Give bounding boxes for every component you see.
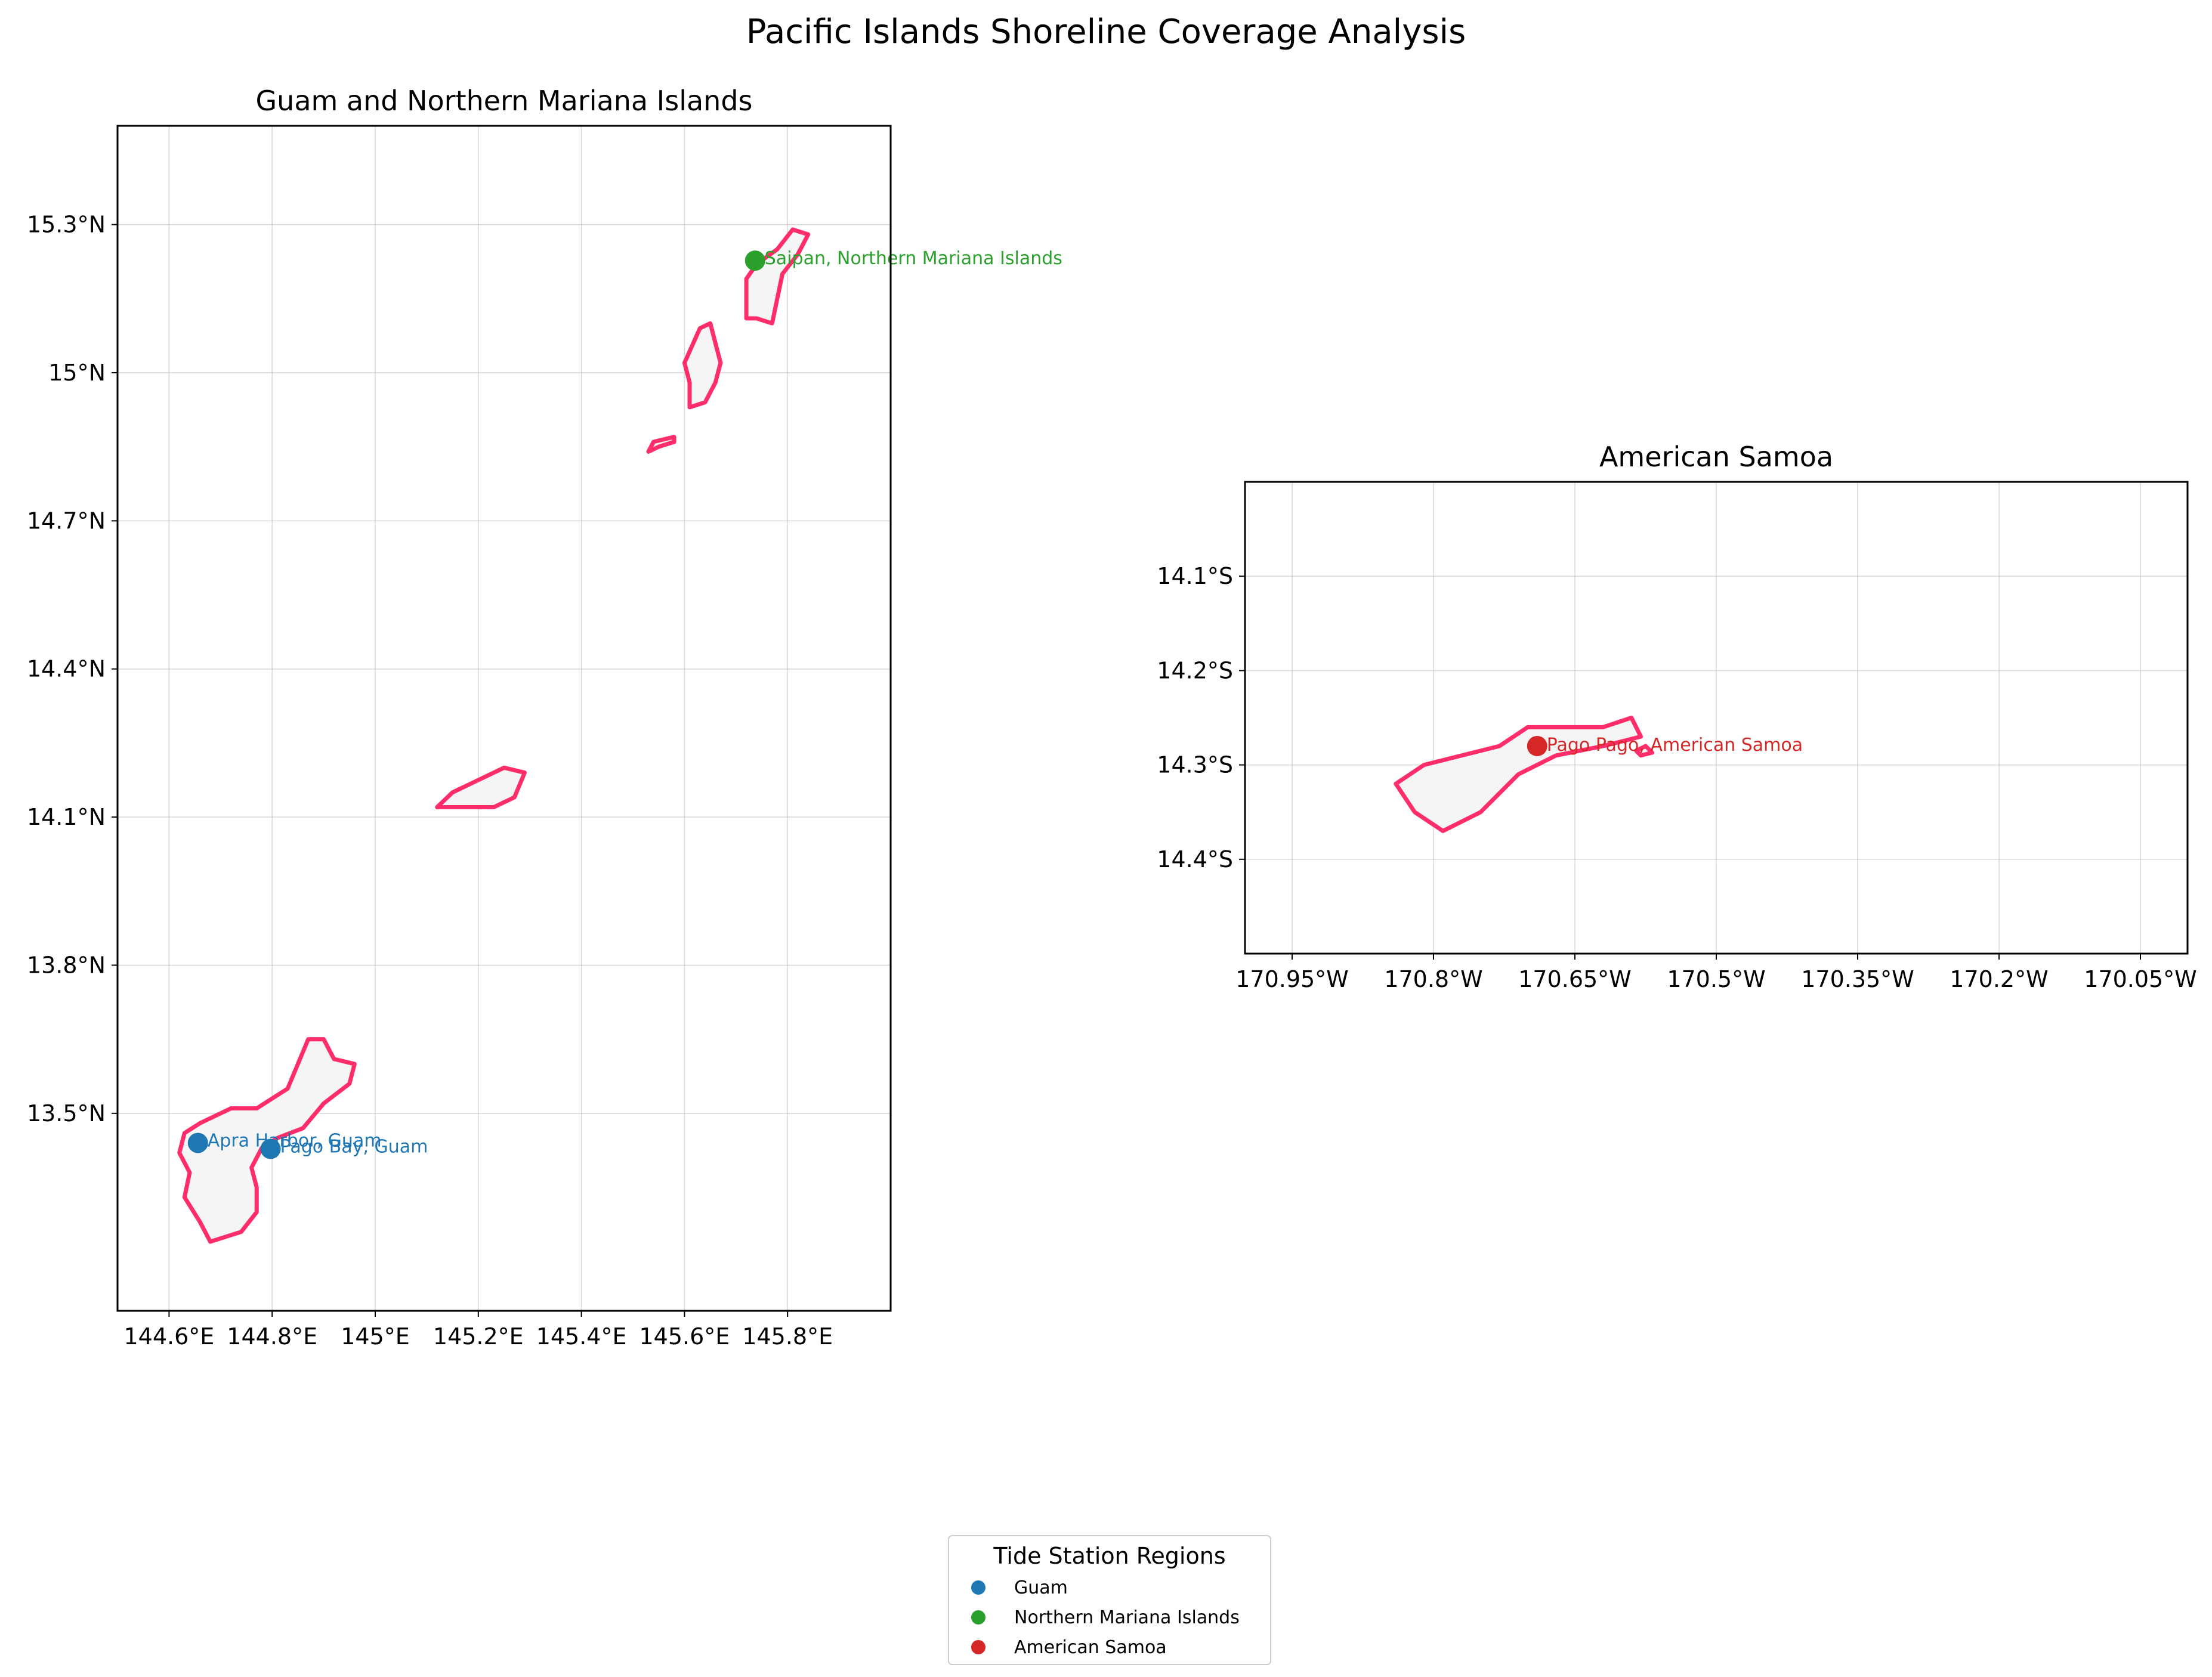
tide-station-marker[interactable]	[187, 1133, 208, 1153]
gridlines-left	[118, 126, 891, 1311]
tide-station-label: Saipan, Northern Mariana Islands	[765, 248, 1062, 269]
legend-marker	[971, 1610, 985, 1625]
y-tick-label: 14.4°S	[1157, 846, 1233, 872]
shoreline-coverage	[1634, 744, 1655, 758]
x-tick-label: 145.4°E	[536, 1323, 627, 1350]
y-tick-label: 15.3°N	[27, 212, 106, 238]
y-tick-label: 15°N	[48, 360, 106, 386]
y-tick-label: 14.1°S	[1157, 563, 1233, 589]
legend-items: Guam Northern Mariana Islands American Sam…	[971, 1577, 1240, 1658]
legend: Tide Station Regions Guam Northern Marian…	[948, 1535, 1271, 1665]
x-tick-label: 145.6°E	[639, 1323, 730, 1350]
map-title-american-samoa: American Samoa	[1599, 441, 1833, 473]
tide-station-marker[interactable]	[744, 250, 765, 271]
axis-ticks-right: 170.95°W 170.8°W 170.65°W 170.5°W 170.35°W 17…	[1157, 563, 2197, 992]
stations-right: Pago Pago, American Samoa	[1527, 735, 1803, 756]
map-title-guam-cnmi: Guam and Northern Mariana Islands	[256, 85, 753, 117]
tide-station-label: Apra Harbor, Guam	[208, 1131, 382, 1152]
x-tick-label: 145°E	[341, 1323, 410, 1350]
legend-label: American Samoa	[1014, 1637, 1167, 1658]
island-land	[435, 767, 526, 808]
y-tick-label: 14.7°N	[27, 508, 106, 534]
x-tick-label: 170.5°W	[1667, 966, 1765, 992]
y-tick-label: 14.4°N	[27, 656, 106, 682]
tide-station-label: Pago Bay, Guam	[280, 1136, 428, 1157]
y-tick-label: 13.5°N	[27, 1100, 106, 1127]
x-tick-label: 144.6°E	[124, 1323, 215, 1350]
x-tick-label: 170.2°W	[1950, 966, 2048, 992]
x-tick-label: 144.8°E	[227, 1323, 317, 1350]
y-tick-label: 13.8°N	[27, 952, 106, 978]
axes-frame-right	[1244, 481, 2189, 955]
tide-station-label: Pago Pago, American Samoa	[1547, 735, 1803, 756]
tide-station-marker[interactable]	[260, 1138, 281, 1159]
x-tick-label: 170.8°W	[1384, 966, 1482, 992]
map-panel-american-samoa: American Samoa 170.95°W 170.8°W 170.65°W 17…	[1157, 441, 2197, 992]
axes-frame-left	[116, 125, 892, 1312]
shoreline-coverage	[1394, 716, 1643, 833]
legend-title: Tide Station Regions	[993, 1543, 1225, 1569]
x-tick-label: 170.05°W	[2084, 966, 2197, 992]
legend-marker	[971, 1580, 985, 1595]
y-tick-label: 14.3°S	[1157, 752, 1233, 778]
map-panel-guam-cnmi: Guam and Northern Mariana Islands 144.6°…	[27, 85, 1062, 1350]
x-tick-label: 145.8°E	[742, 1323, 833, 1350]
legend-label: Northern Mariana Islands	[1014, 1607, 1240, 1628]
x-tick-label: 170.95°W	[1235, 966, 1349, 992]
land-layer-right	[1394, 716, 1655, 833]
island-land	[746, 228, 810, 324]
tide-station-marker[interactable]	[1527, 735, 1547, 756]
legend-marker	[971, 1640, 985, 1654]
legend-label: Guam	[1014, 1577, 1068, 1598]
x-tick-label: 170.65°W	[1518, 966, 1632, 992]
shoreline-coverage	[682, 321, 723, 410]
axis-ticks-left: 144.6°E 144.8°E 145°E 145.2°E 145.4°E 145.6°E…	[27, 212, 833, 1350]
legend-box	[948, 1535, 1271, 1665]
gridlines-right	[1245, 482, 2188, 954]
x-tick-label: 170.35°W	[1801, 966, 1914, 992]
figure-title: Pacific Islands Shoreline Coverage Analy…	[746, 13, 1466, 51]
shoreline-coverage	[177, 1037, 357, 1244]
y-tick-label: 14.2°S	[1157, 657, 1233, 683]
y-tick-label: 14.1°N	[27, 804, 106, 830]
x-tick-label: 145.2°E	[433, 1323, 524, 1350]
shoreline-coverage	[435, 765, 527, 810]
land-layer-left	[177, 227, 811, 1244]
shoreline-coverage	[646, 435, 676, 454]
